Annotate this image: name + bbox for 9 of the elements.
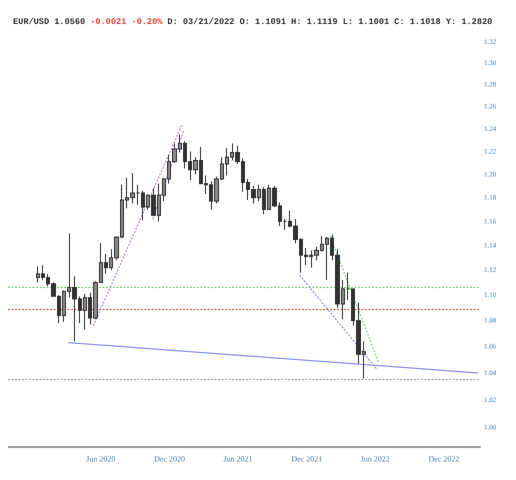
text: D: 03/21/2022 O: 1.1091 H: 1.1119 L: 1.1001 C: 1.1018 Y: 1.2820 xyxy=(167,17,492,27)
x-tick-label: Dec 2020 xyxy=(154,454,186,464)
x-tick-label: Jun 2020 xyxy=(86,454,116,464)
text: -0.0021 -0.20% xyxy=(90,17,164,27)
x-tick-label: Jun 2022 xyxy=(360,454,390,464)
x-tick-label: Dec 2022 xyxy=(428,454,460,464)
chart-title: EUR/USD 1.0560 xyxy=(13,17,86,27)
x-tick-label: Jun 2021 xyxy=(223,454,253,464)
x-tick-label: Dec 2021 xyxy=(291,454,322,464)
